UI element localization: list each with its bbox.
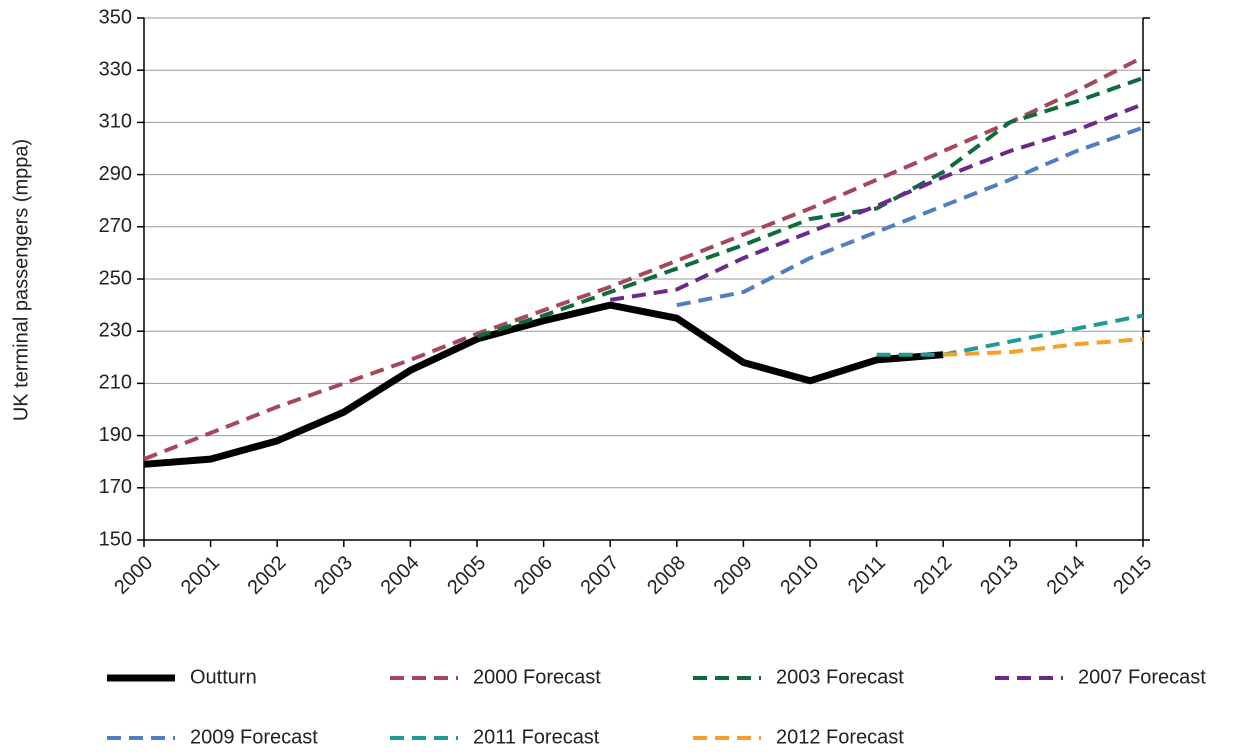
legend-label: 2003 Forecast bbox=[776, 666, 904, 688]
x-tick-label: 2015 bbox=[1109, 552, 1156, 599]
legend-label: 2011 Forecast bbox=[473, 726, 600, 748]
series-line bbox=[143, 55, 1144, 461]
legend-label: 2009 Forecast bbox=[190, 726, 318, 748]
y-tick-label: 290 bbox=[99, 163, 132, 185]
x-tick-label: 2002 bbox=[243, 552, 290, 599]
y-tick-label: 270 bbox=[99, 215, 132, 237]
x-tick-label: 2010 bbox=[776, 552, 823, 599]
x-tick-label: 2001 bbox=[177, 552, 224, 599]
y-tick-label: 190 bbox=[99, 424, 132, 446]
x-tick-label: 2006 bbox=[510, 552, 557, 599]
legend-label: Outturn bbox=[190, 666, 257, 688]
legend-label: 2007 Forecast bbox=[1078, 666, 1206, 688]
series-line bbox=[676, 125, 1144, 308]
x-tick-label: 2013 bbox=[976, 552, 1023, 599]
y-axis-label: UK terminal passengers (mppa) bbox=[10, 139, 32, 421]
series-line bbox=[876, 313, 1144, 357]
y-tick-label: 350 bbox=[99, 6, 132, 28]
y-tick-label: 250 bbox=[99, 267, 132, 289]
series-line bbox=[943, 337, 1144, 357]
series-line bbox=[476, 76, 1144, 339]
x-tick-label: 2011 bbox=[844, 552, 890, 598]
y-tick-label: 170 bbox=[99, 476, 132, 498]
x-tick-label: 2004 bbox=[377, 552, 424, 599]
x-tick-label: 2007 bbox=[576, 552, 623, 599]
y-tick-label: 150 bbox=[99, 528, 132, 550]
series-line bbox=[143, 301, 944, 468]
x-tick-label: 2014 bbox=[1043, 552, 1090, 599]
x-tick-label: 2005 bbox=[443, 552, 490, 599]
legend-label: 2012 Forecast bbox=[776, 726, 904, 748]
y-tick-label: 230 bbox=[99, 319, 132, 341]
x-tick-label: 2003 bbox=[310, 552, 357, 599]
x-tick-label: 2009 bbox=[710, 552, 757, 599]
y-tick-label: 310 bbox=[99, 111, 132, 133]
y-tick-label: 210 bbox=[99, 372, 132, 394]
legend-label: 2000 Forecast bbox=[473, 666, 601, 688]
x-tick-label: 2012 bbox=[909, 552, 956, 599]
y-tick-label: 330 bbox=[99, 58, 132, 80]
series-line bbox=[609, 102, 1144, 302]
x-tick-label: 2000 bbox=[110, 552, 157, 599]
x-tick-label: 2008 bbox=[643, 552, 690, 599]
